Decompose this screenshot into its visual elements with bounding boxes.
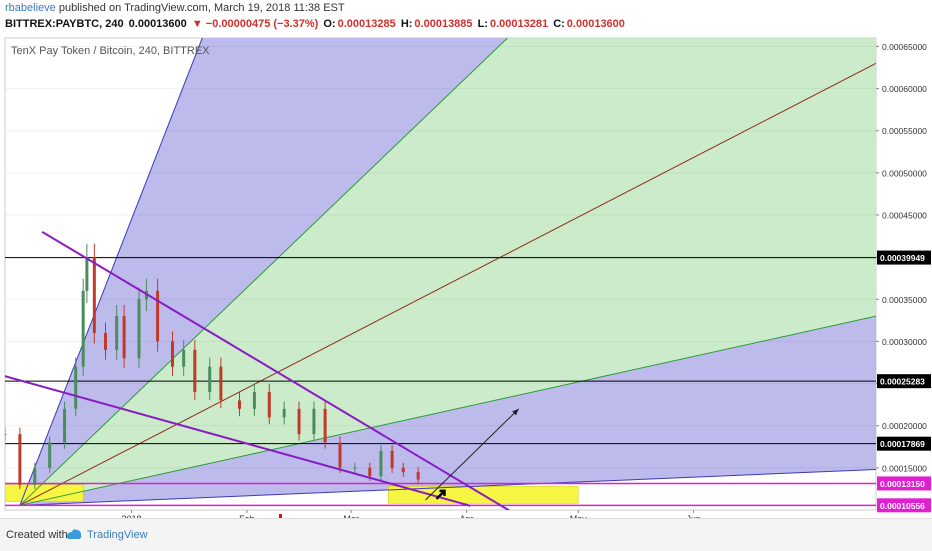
candle-body-23 [267, 392, 271, 418]
candle-body-19 [208, 366, 212, 392]
c-value: 0.00013600 [566, 18, 625, 30]
l-value: 0.00013281 [490, 18, 549, 30]
candle-body-24 [282, 408, 286, 418]
plot-layer [5, 38, 876, 510]
level-label-5: 0.00010556 [880, 501, 925, 511]
fan-line-3 [19, 62, 876, 506]
symbol-label: BITTREX:PAYBTC, 240 [5, 18, 124, 30]
price-change: ▼ −0.00000475 (−3.37%) [191, 18, 319, 30]
candle-body-3 [33, 467, 37, 485]
candle-body-25 [297, 408, 301, 435]
level-label-4: 0.00013150 [880, 479, 925, 489]
y-tick-label-5: 0.00035000 [882, 295, 927, 305]
candle-body-29 [353, 467, 357, 469]
candle-body-15 [156, 290, 160, 342]
y-tick-label-2: 0.00020000 [882, 421, 927, 431]
y-tick-label-10: 0.00060000 [882, 84, 927, 94]
footer: Created with TradingView [0, 518, 932, 551]
level-label-box-3 [877, 436, 931, 451]
l-label: L: [477, 18, 488, 30]
candle-body-26 [312, 408, 316, 435]
y-tick-label-9: 0.00055000 [882, 126, 927, 136]
candle-body-31 [379, 451, 383, 477]
candle-body-12 [122, 316, 126, 359]
y-tick-label-11: 0.00065000 [882, 42, 927, 52]
candle-body-28 [338, 442, 342, 468]
o-label: O: [323, 18, 336, 30]
author-link[interactable]: rbabelieve [5, 2, 56, 14]
candle-body-18 [193, 349, 197, 392]
candle-body-10 [104, 333, 107, 350]
candle-body-32 [390, 451, 394, 468]
chart-title: TenX Pay Token / Bitcoin, 240, BITTREX [11, 45, 210, 57]
ohlc-line: BITTREX:PAYBTC, 240 0.00013600 ▼ −0.0000… [5, 18, 627, 30]
level-label-box-1 [877, 250, 931, 265]
chart-area[interactable]: TenX Pay Token / Bitcoin, 240, BITTREX 0.… [0, 34, 932, 524]
candle-body-13 [137, 299, 141, 359]
c-label: C: [553, 18, 565, 30]
projection-arrow-head [512, 408, 519, 416]
candle-body-20 [219, 366, 223, 401]
candle-body-21 [238, 400, 241, 409]
candle-body-30 [368, 467, 372, 477]
candle-body-1 [5, 434, 7, 436]
y-tick-label-8: 0.00050000 [882, 168, 927, 178]
projection-arrow-line [425, 408, 520, 501]
created-with-text: Created with [6, 529, 68, 541]
price-chart[interactable]: TenX Pay Token / Bitcoin, 240, BITTREX 0.… [0, 34, 932, 524]
candle-body-6 [74, 366, 78, 409]
fan-zone-2 [19, 38, 876, 506]
chart-header: rbabelieve published on TradingView.com,… [0, 0, 932, 34]
candle-body-8 [85, 257, 89, 291]
y-tick-label-4: 0.00030000 [882, 337, 927, 347]
candle-body-22 [252, 392, 256, 409]
level-label-1: 0.00039949 [880, 253, 925, 263]
candle-body-34 [416, 472, 420, 480]
fan-line-2 [19, 38, 509, 506]
trend-line-1 [5, 375, 471, 507]
candle-body-2 [18, 434, 22, 485]
candle-body-4 [48, 442, 52, 468]
level-label-2: 0.00025283 [880, 377, 925, 387]
fan-line-5 [19, 469, 876, 506]
published-text: published on TradingView.com, March 19, … [58, 2, 345, 14]
level-label-3: 0.00017869 [880, 439, 925, 449]
candle-body-16 [171, 341, 174, 367]
candle-body-7 [81, 290, 85, 367]
level-label-box-5 [877, 498, 931, 513]
up-arrow-icon [435, 489, 446, 500]
candle-body-11 [115, 316, 119, 350]
level-label-box-4 [877, 476, 931, 491]
publish-line: rbabelieve published on TradingView.com,… [5, 2, 345, 14]
candle-body-27 [323, 408, 327, 443]
candle-body-9 [92, 257, 96, 333]
tradingview-logo-icon[interactable] [65, 527, 83, 541]
candle-body-33 [401, 467, 405, 473]
h-value: 0.00013885 [414, 18, 473, 30]
o-value: 0.00013285 [337, 18, 396, 30]
tradingview-brand[interactable]: TradingView [87, 529, 148, 541]
h-label: H: [400, 18, 413, 30]
fan-line-4 [19, 315, 876, 506]
candle-body-5 [63, 408, 67, 443]
open-price: 0.00013600 [128, 18, 187, 30]
level-label-box-2 [877, 374, 931, 389]
trend-line-2 [41, 230, 511, 510]
y-tick-label-1: 0.00015000 [882, 463, 927, 473]
y-tick-label-7: 0.00045000 [882, 211, 927, 221]
candle-body-17 [182, 349, 186, 367]
fan-line-1 [19, 38, 203, 506]
